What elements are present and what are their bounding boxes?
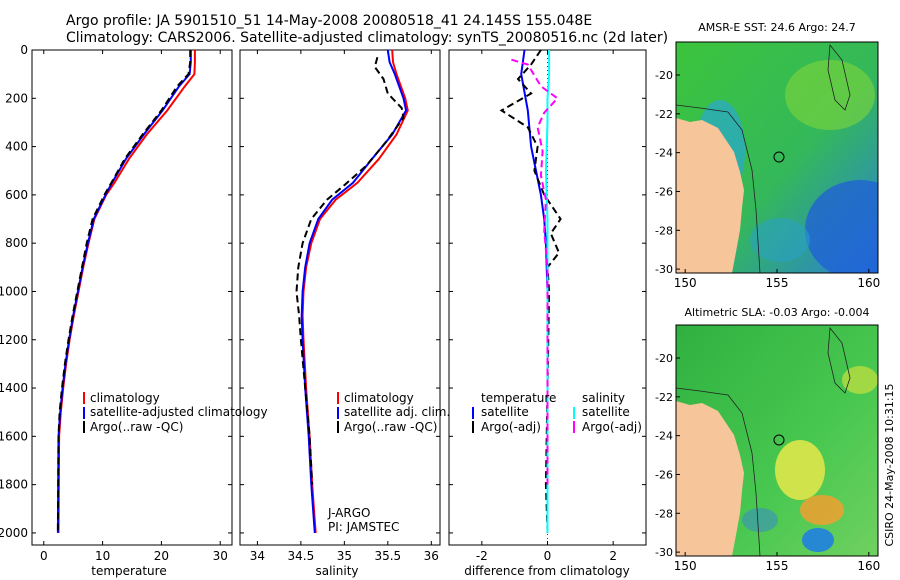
y-tick-label: 1400: [0, 381, 28, 395]
sla-shelf-contour: [676, 387, 761, 556]
map-y-tick-label: -24: [655, 430, 673, 443]
map-y-tick-label: -30: [655, 263, 673, 276]
legend-label-temp-argo: Argo(-adj): [481, 420, 541, 434]
x-tick-label: 0: [544, 549, 552, 563]
sst-reef-contour: [827, 43, 851, 111]
legend-title-temperature: temperature: [481, 391, 556, 405]
difference-plot: -2 0 2: [449, 49, 646, 563]
legend-label-climatology: climatology: [344, 391, 414, 405]
map-y-tick-label: -22: [655, 108, 673, 121]
sla-high-patch-2: [800, 495, 844, 525]
salinity-plot: 34 34.5 35 35.5 36: [240, 49, 440, 563]
series-salinity-argo-adj: [511, 58, 559, 485]
series-satellite-adjusted-climatology: [56, 50, 192, 533]
x-tick-label: 34: [250, 549, 265, 563]
x-tick-label: 30: [213, 549, 228, 563]
map-y-tick-label: -30: [655, 546, 673, 559]
sst-warm-patch: [785, 60, 875, 130]
y-tick-label: 1200: [0, 333, 28, 347]
y-tick-label: 1800: [0, 478, 28, 492]
x-tick-label: 36: [424, 549, 439, 563]
sla-low-patch-2: [742, 508, 778, 532]
temperature-axes: [31, 49, 233, 546]
sla-map-title: Altimetric SLA: -0.03 Argo: -0.004: [685, 306, 870, 319]
sla-land: [676, 401, 744, 556]
legend-label-argo: Argo(..raw -QC): [344, 420, 437, 434]
map-y-tick-label: -20: [655, 69, 673, 82]
salinity-xlabel: salinity: [315, 564, 358, 578]
map-x-tick-label: 160: [857, 559, 880, 573]
y-tick-label: 800: [5, 236, 28, 250]
series-argo-raw-qc: [56, 50, 192, 531]
sla-high-patch-3: [842, 366, 878, 394]
map-y-tick-label: -28: [655, 507, 673, 520]
x-tick-label: 34.5: [288, 549, 315, 563]
temperature-plot: 0 10 20 30 0 200 400 600 800 1000 1200 1400 1600 1800…: [0, 43, 232, 563]
figure-title-line2: Climatology: CARS2006. Satellite-adjuste…: [66, 30, 668, 46]
map-y-tick-label: -28: [655, 224, 673, 237]
y-tick-label: 400: [5, 140, 28, 154]
difference-legend: temperature satellite Argo(-adj) salinit…: [472, 391, 642, 434]
sla-map-ticks: 150 155 160 -20 -22 -24 -26 -28 -30: [655, 352, 880, 573]
series-salinity-satellite: [544, 50, 551, 533]
y-tick-label: 1000: [0, 284, 28, 298]
x-tick-label: -2: [476, 549, 488, 563]
map-x-tick-label: 155: [766, 559, 789, 573]
argo-position-marker: [773, 434, 785, 446]
sla-reef-contour: [827, 326, 851, 394]
legend-label-climatology: climatology: [90, 391, 160, 405]
y-tick-label: 600: [5, 188, 28, 202]
sst-cool-patch-2: [750, 218, 810, 262]
map-y-tick-label: -20: [655, 352, 673, 365]
sst-map-field: [676, 42, 878, 273]
y-tick-label: 0: [20, 43, 28, 57]
sst-land: [676, 118, 744, 273]
legend-label-temp-satellite: satellite: [481, 405, 529, 419]
x-tick-label: 0: [40, 549, 48, 563]
temperature-xlabel: temperature: [91, 564, 166, 578]
argo-position-marker: [773, 151, 785, 163]
float-annotation-line2: PI: JAMSTEC: [328, 520, 399, 534]
sla-high-patch: [775, 440, 825, 500]
legend-label-satellite: satellite adj. clim.: [344, 405, 450, 419]
legend-label-sal-satellite: satellite: [582, 405, 630, 419]
temperature-legend: climatology satellite-adjusted climatolo…: [83, 391, 268, 434]
side-credit-label: CSIRO 24-May-2008 10:31:15: [883, 383, 896, 546]
sla-map-field: [676, 325, 878, 556]
y-tick-label: 1600: [0, 429, 28, 443]
sla-low-patch: [802, 528, 834, 552]
sst-map-title: AMSR-E SST: 24.6 Argo: 24.7: [698, 21, 856, 34]
legend-label-sal-argo: Argo(-adj): [582, 420, 642, 434]
y-tick-label: 2000: [0, 526, 28, 540]
map-y-tick-label: -24: [655, 147, 673, 160]
legend-title-salinity: salinity: [582, 391, 625, 405]
x-tick-label: 2: [609, 549, 617, 563]
map-x-tick-label: 155: [766, 276, 789, 290]
figure-title-line1: Argo profile: JA 5901510_51 14-May-2008 …: [66, 13, 592, 29]
difference-xlabel: difference from climatology: [464, 564, 630, 578]
sst-cool-patch: [805, 180, 878, 273]
x-tick-label: 10: [95, 549, 110, 563]
map-y-tick-label: -26: [655, 468, 673, 481]
sst-shelf-contour: [676, 104, 761, 273]
x-tick-label: 35.5: [374, 549, 401, 563]
sst-map-ticks: 150 155 160 -20 -22 -24 -26 -28 -30: [655, 69, 880, 290]
float-annotation-line1: J-ARGO: [327, 506, 370, 520]
salinity-axes: [239, 49, 441, 546]
series-argo-raw-qc: [295, 56, 405, 485]
y-tick-label: 200: [5, 91, 28, 105]
salinity-legend: climatology satellite adj. clim. Argo(..…: [337, 391, 450, 434]
map-x-tick-label: 160: [857, 276, 880, 290]
map-y-tick-label: -22: [655, 391, 673, 404]
x-tick-label: 20: [154, 549, 169, 563]
map-x-tick-label: 150: [674, 276, 697, 290]
legend-label-satellite: satellite-adjusted climatology: [90, 405, 268, 419]
map-x-tick-label: 150: [674, 559, 697, 573]
x-tick-label: 35: [337, 549, 352, 563]
map-y-tick-label: -26: [655, 185, 673, 198]
legend-label-argo: Argo(..raw -QC): [90, 420, 183, 434]
